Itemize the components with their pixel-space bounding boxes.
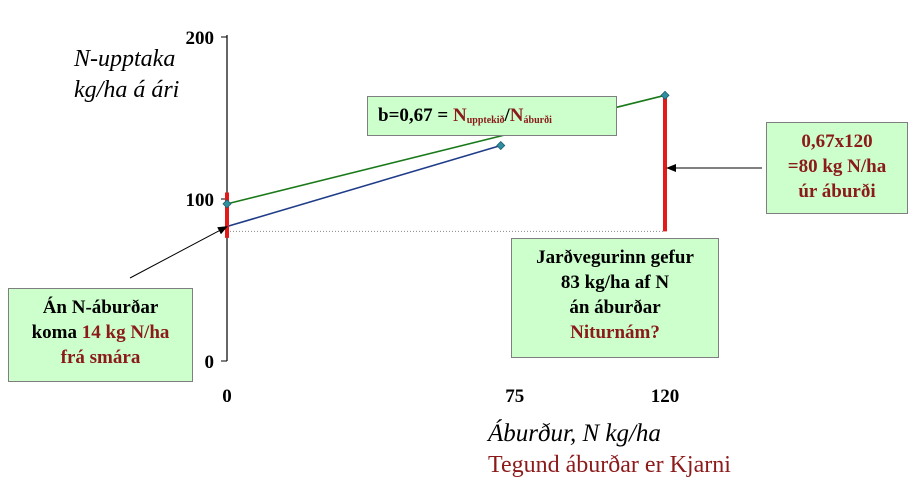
calc-line-1: 0,67x120 bbox=[801, 131, 873, 152]
calc-line-3: úr áburði bbox=[798, 181, 876, 202]
slope-denominator: Náburði bbox=[510, 105, 552, 126]
slope-numerator: Nupptekið bbox=[453, 105, 505, 126]
y-axis-label: N-upptaka kg/ha á ári bbox=[74, 44, 204, 106]
soil-line-3: án áburðar bbox=[569, 297, 661, 318]
y-tick-label: 100 bbox=[186, 190, 215, 211]
slope-n2: N bbox=[509, 105, 524, 126]
y-axis-label-line-1: N-upptaka bbox=[74, 46, 176, 72]
fertilizer-type-note: Tegund áburðar er Kjarni bbox=[488, 452, 731, 478]
data-point bbox=[660, 90, 670, 100]
slope-sub1: upptekið bbox=[466, 115, 505, 126]
soil-line-1: Jarðvegurinn gefur bbox=[536, 247, 694, 268]
slope-slash: / bbox=[504, 105, 510, 126]
clover-line-3: frá smára bbox=[60, 347, 141, 368]
x-tick-label: 0 bbox=[222, 386, 232, 407]
soil-annotation: Jarðvegurinn gefur 83 kg/ha af N án ábur… bbox=[511, 238, 719, 358]
slope-prefix: b=0,67 = bbox=[378, 105, 453, 126]
data-point bbox=[496, 140, 506, 151]
slope-annotation: b=0,67 = Nupptekið/Náburði bbox=[367, 96, 617, 136]
slope-sub2: áburði bbox=[523, 115, 552, 126]
calc-line-2: =80 kg N/ha bbox=[787, 156, 887, 177]
y-axis-label-line-2: kg/ha á ári bbox=[74, 77, 180, 103]
y-tick-label: 200 bbox=[186, 28, 215, 49]
clover-line-1: Án N-áburðar bbox=[42, 297, 159, 318]
x-tick-label: 120 bbox=[651, 386, 680, 407]
soil-line-4: Niturnám? bbox=[570, 322, 660, 343]
data-point bbox=[222, 199, 232, 209]
y-tick-label: 0 bbox=[205, 352, 215, 373]
series-line-1 bbox=[226, 144, 501, 228]
calculation-annotation: 0,67x120 =80 kg N/ha úr áburði bbox=[766, 122, 908, 214]
slope-n1: N bbox=[452, 105, 467, 126]
clover-line-2: koma 14 kg N/ha bbox=[9, 320, 192, 345]
x-axis-label: Áburður, N kg/ha bbox=[488, 420, 661, 447]
clover-annotation: Án N-áburðar koma 14 kg N/ha frá smára bbox=[8, 288, 193, 382]
soil-line-2: 83 kg/ha af N bbox=[560, 272, 670, 293]
clover-line-2-b: 14 kg N/ha bbox=[81, 322, 170, 343]
clover-line-2-a: koma bbox=[31, 322, 82, 343]
x-tick-label: 75 bbox=[505, 386, 524, 407]
clover-arrow bbox=[129, 226, 228, 279]
